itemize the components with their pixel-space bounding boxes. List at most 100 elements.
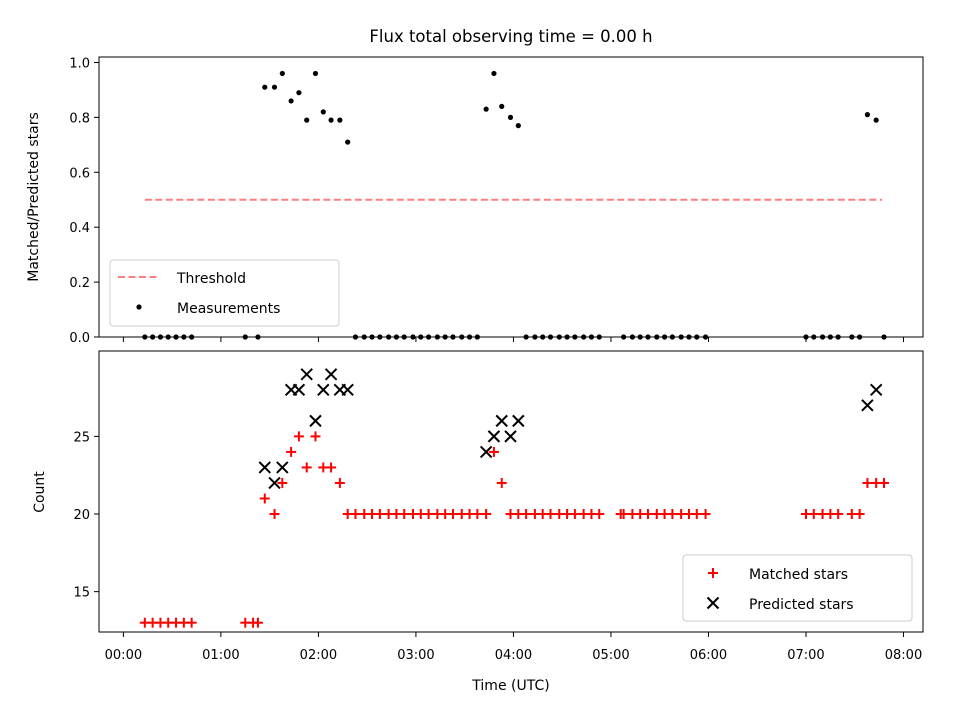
y-tick-label: 20	[73, 508, 90, 523]
measurement-point	[483, 106, 489, 112]
matched-star-point	[700, 509, 711, 520]
predicted-star-point	[268, 476, 281, 490]
legend-matched-label: Matched stars	[749, 567, 848, 583]
predicted-star-point-b	[309, 414, 322, 428]
matched-star-point	[618, 509, 629, 520]
y-tick-label: 0.6	[69, 166, 90, 181]
x-tick-label: 06:00	[690, 648, 727, 663]
predicted-star-point-b	[292, 383, 306, 397]
predicted-star-point	[512, 414, 525, 428]
legend-predicted-swatch-b	[706, 596, 720, 610]
matched-star-point	[594, 509, 605, 520]
predicted-star-point-b	[487, 430, 501, 443]
predicted-star-point	[479, 445, 493, 459]
matched-star-point	[259, 493, 270, 504]
matched-star-point	[301, 462, 312, 473]
predicted-star-point	[324, 368, 338, 381]
matched-star-point	[326, 462, 337, 473]
measurement-point	[864, 112, 871, 118]
matched-star-point	[277, 477, 288, 488]
matched-star-point	[862, 477, 873, 488]
top-axes: 0.0 0.2 0.4 0.6 0.8 1.0	[69, 56, 904, 346]
matched-star-point	[447, 509, 458, 520]
matched-star-point	[643, 509, 654, 520]
measurement-point	[296, 90, 302, 96]
y-tick-label: 1.0	[69, 56, 90, 71]
top-y-axis-label: Matched/Predicted stars	[26, 112, 42, 282]
x-tick-label: 07:00	[787, 648, 824, 663]
predicted-star-point	[292, 383, 306, 397]
predicted-star-point-b	[869, 383, 883, 397]
predicted-star-point	[300, 368, 313, 381]
predicted-star-point-b	[512, 414, 525, 428]
chart-title: Flux total observing time = 0.00 h	[369, 27, 652, 46]
y-tick-label: 0.2	[69, 276, 90, 291]
matched-star-point	[569, 509, 580, 520]
matched-star-point	[374, 509, 385, 520]
matched-star-point	[667, 509, 678, 520]
x-tick-label: 00:00	[105, 648, 142, 663]
matched-star-point	[488, 446, 499, 457]
predicted-star-point-b	[324, 368, 338, 381]
legend-measurements-label: Measurements	[177, 301, 280, 317]
bottom-legend: Matched stars Predicted stars	[682, 554, 913, 622]
matched-star-point	[334, 477, 345, 488]
predicted-star-point	[317, 383, 330, 397]
predicted-star-point	[276, 461, 289, 474]
bottom-legend-box	[682, 554, 913, 622]
predicted-star-point	[869, 383, 883, 397]
measurement-point	[320, 109, 326, 115]
predicted-star-point	[861, 399, 874, 412]
y-tick-label: 0.0	[69, 331, 90, 346]
matched-star-point	[186, 617, 197, 628]
x-axis-label: Time (UTC)	[471, 678, 549, 694]
y-tick-label: 15	[73, 586, 90, 601]
predicted-star-point-b	[861, 399, 874, 412]
measurement-point	[337, 117, 343, 123]
matched-star-point	[310, 431, 321, 442]
bottom-axes-frame	[98, 350, 924, 633]
predicted-star-point-b	[495, 414, 508, 428]
predicted-star-point	[495, 414, 508, 428]
bottom-series-layer	[139, 368, 889, 628]
y-tick-label: 0.4	[69, 221, 90, 236]
predicted-star-point-b	[504, 430, 517, 443]
legend-threshold-label: Threshold	[176, 271, 246, 287]
x-tick-label: 08:00	[885, 648, 922, 663]
legend-measurements-swatch	[136, 304, 142, 310]
x-tick-label: 05:00	[592, 648, 629, 663]
y-tick-label: 25	[73, 430, 90, 445]
predicted-star-point	[258, 461, 271, 474]
matched-star-point	[521, 509, 532, 520]
matched-star-point	[472, 509, 483, 520]
x-tick-label: 02:00	[300, 648, 337, 663]
x-tick-label: 03:00	[397, 648, 434, 663]
measurement-point	[515, 123, 521, 129]
measurement-point	[288, 98, 294, 104]
measurement-point	[304, 117, 310, 123]
top-legend: Threshold Measurements	[109, 259, 340, 327]
legend-predicted-swatch	[706, 596, 720, 610]
measurement-point	[328, 117, 334, 123]
predicted-star-point-b	[341, 383, 354, 397]
measurement-point	[312, 70, 319, 77]
predicted-star-point-b	[300, 368, 313, 381]
measurement-point	[262, 84, 268, 90]
measurement-point	[279, 70, 285, 77]
matched-star-point	[545, 509, 556, 520]
measurement-point	[499, 103, 505, 110]
predicted-star-point	[341, 383, 354, 397]
matched-star-point	[293, 431, 304, 442]
measurement-point	[873, 117, 879, 123]
bottom-panel: 00:00 01:00 02:00 03:00 04:00 05:00 06:00 07:00…	[32, 350, 924, 694]
predicted-star-point	[487, 430, 501, 443]
matched-star-point	[423, 509, 434, 520]
matched-star-point	[878, 477, 889, 488]
bottom-axes: 00:00 01:00 02:00 03:00 04:00 05:00 06:00 07:00…	[73, 430, 922, 663]
predicted-star-point	[309, 414, 322, 428]
matched-star-point	[399, 509, 410, 520]
matched-star-point	[481, 509, 492, 520]
predicted-star-point-b	[268, 476, 281, 490]
matched-star-point	[350, 509, 361, 520]
